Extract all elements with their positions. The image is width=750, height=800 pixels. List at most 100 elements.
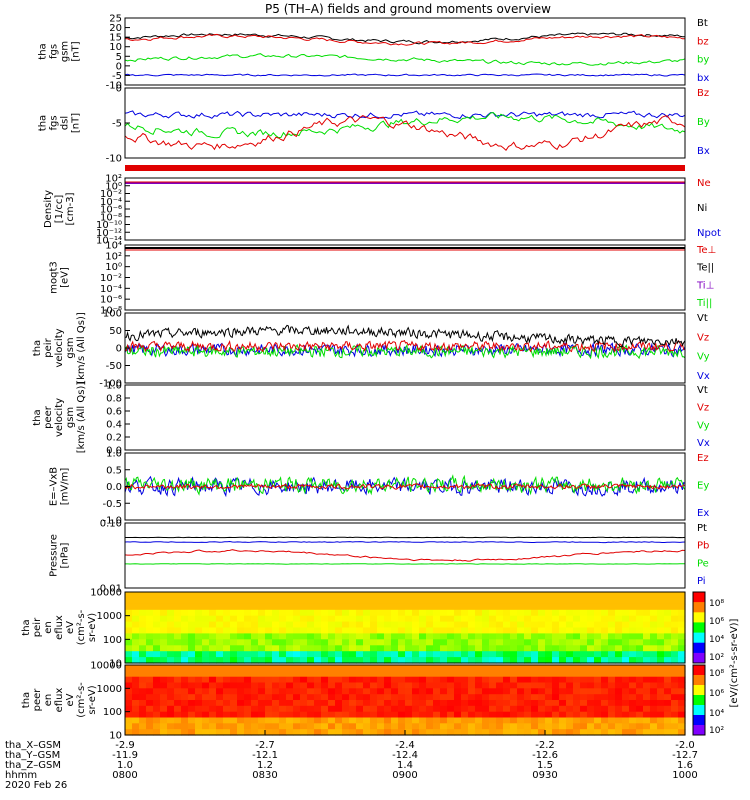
spectrogram-cell (307, 621, 315, 629)
spectrogram-cell (314, 700, 322, 707)
legend-Te⊥: Te⊥ (696, 245, 716, 256)
spectrogram-cell (195, 609, 203, 617)
spectrogram-cell (433, 705, 441, 713)
spectrogram-cell (363, 645, 371, 652)
spectrogram-cell (146, 717, 154, 724)
spectrogram-cell (496, 609, 504, 617)
spectrogram-cell (265, 651, 273, 658)
y-axis-label: dsl (60, 116, 71, 130)
spectrogram-cell (370, 717, 378, 724)
spectrogram-cell (552, 717, 560, 724)
spectrogram-cell (671, 603, 679, 611)
spectrogram-cell (342, 615, 350, 623)
spectrogram-cell (223, 729, 231, 736)
legend-Ez: Ez (697, 453, 709, 464)
spectrogram-cell (272, 603, 280, 611)
spectrogram-cell (489, 657, 497, 664)
spectrogram-cell (650, 682, 658, 689)
spectrogram-cell (237, 597, 245, 605)
spectrogram-cell (349, 597, 357, 605)
spectrogram-cell (314, 645, 322, 652)
y-tick-label: 15 (109, 33, 122, 44)
spectrogram-cell (657, 627, 665, 634)
spectrogram-cell (538, 592, 546, 599)
spectrogram-cell (356, 717, 364, 724)
spectrogram-cell (419, 603, 427, 611)
x-row-value: 1.0 (117, 760, 133, 771)
spectrogram-cell (272, 633, 280, 640)
spectrogram-cell (237, 645, 245, 652)
spectrogram-cell (503, 694, 511, 701)
spectrogram-cell (643, 639, 651, 646)
spectrogram-cell (587, 676, 595, 684)
spectrogram-cell (622, 592, 630, 599)
x-row-value: -2.2 (535, 740, 555, 751)
spectrogram-cell (496, 705, 504, 713)
spectrogram-cell (216, 592, 224, 599)
spectrogram-cell (125, 609, 133, 617)
spectrogram-cell (349, 665, 357, 672)
spectrogram-cell (132, 723, 140, 730)
spectrogram-cell (636, 639, 644, 646)
spectrogram-cell (321, 688, 329, 695)
spectrogram-cell (461, 657, 469, 664)
spectrogram-cell (678, 700, 686, 707)
y-axis-label: E=–VxB (49, 467, 60, 506)
spectrogram-cell (559, 700, 567, 707)
spectrogram-cell (328, 657, 336, 664)
spectrogram-cell (188, 729, 196, 736)
spectrogram-cell (426, 705, 434, 713)
spectrogram-cell (419, 694, 427, 701)
spectrogram-cell (258, 670, 266, 678)
spectrogram-cell (671, 665, 679, 672)
y-tick-label: -10 (106, 81, 122, 92)
spectrogram-cell (153, 665, 161, 672)
spectrogram-cell (314, 627, 322, 634)
spectrogram-cell (678, 621, 686, 629)
spectrogram-cell (657, 688, 665, 695)
spectrogram-cell (181, 688, 189, 695)
spectrogram-cell (524, 682, 532, 689)
spectrogram-cell (335, 676, 343, 684)
spectrogram-cell (160, 705, 168, 713)
spectrogram-cell (216, 717, 224, 724)
spectrogram-cell (286, 621, 294, 629)
spectrogram-cell (447, 627, 455, 634)
spectrogram-cell (125, 705, 133, 713)
spectrogram-cell (321, 633, 329, 640)
spectrogram-cell (216, 627, 224, 634)
legend-Bt: Bt (697, 18, 708, 29)
spectrogram-cell (174, 688, 182, 695)
spectrogram-cell (132, 657, 140, 664)
spectrogram-cell (195, 627, 203, 634)
spectrogram-cell (265, 682, 273, 689)
spectrogram-cell (482, 676, 490, 684)
spectrogram-cell (132, 633, 140, 640)
spectrogram-cell (181, 657, 189, 664)
spectrogram-cell (678, 676, 686, 684)
spectrogram-cell (678, 694, 686, 701)
spectrogram-cell (342, 694, 350, 701)
spectrogram-cell (622, 665, 630, 672)
spectrogram-cell (657, 700, 665, 707)
spectrogram-cell (335, 705, 343, 713)
spectrogram-cell (153, 592, 161, 599)
spectrogram-cell (167, 729, 175, 736)
spectrogram-cell (244, 717, 252, 724)
x-row-value: 1.2 (257, 760, 273, 771)
spectrogram-cell (433, 633, 441, 640)
spectrogram-cell (279, 665, 287, 672)
spectrogram-cell (209, 700, 217, 707)
spectrogram-cell (475, 723, 483, 730)
spectrogram-cell (195, 639, 203, 646)
spectrogram-cell (167, 688, 175, 695)
spectrogram-cell (412, 609, 420, 617)
spectrogram-cell (489, 639, 497, 646)
spectrogram-cell (160, 729, 168, 736)
spectrogram-cell (489, 723, 497, 730)
spectrogram-cell (559, 603, 567, 611)
spectrogram-cell (671, 717, 679, 724)
spectrogram-cell (146, 682, 154, 689)
spectrogram-cell (433, 615, 441, 623)
spectrogram-cell (545, 723, 553, 730)
